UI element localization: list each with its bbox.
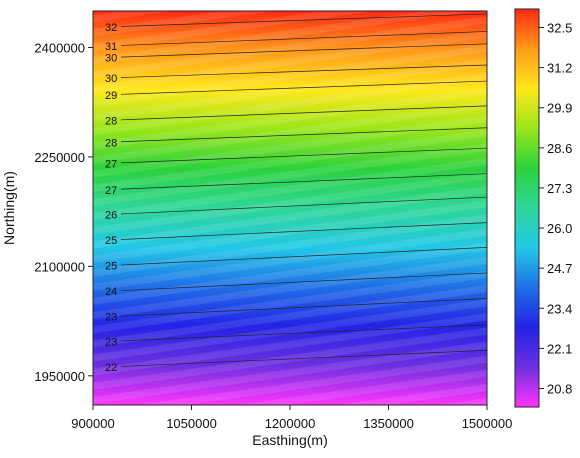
ripple-texture bbox=[93, 11, 487, 405]
x-tick-label: 1350000 bbox=[363, 416, 414, 431]
colorbar-tick-label: 22.1 bbox=[547, 341, 572, 356]
y-tick-label: 1950000 bbox=[34, 369, 85, 384]
contour-line bbox=[120, 247, 488, 266]
colorbar-tick-label: 23.4 bbox=[547, 301, 572, 316]
x-tick-label: 1200000 bbox=[265, 416, 316, 431]
contour-label: 29 bbox=[105, 90, 117, 102]
contour-line bbox=[120, 324, 488, 342]
contour-line bbox=[120, 80, 488, 95]
colorbar-tick-label: 24.7 bbox=[547, 261, 572, 276]
contour-line bbox=[120, 43, 488, 58]
contour-line bbox=[120, 349, 488, 367]
y-axis-title: Northing(m) bbox=[1, 171, 17, 245]
colorbar-tick-label: 31.2 bbox=[547, 61, 572, 76]
contour-line bbox=[120, 64, 488, 78]
y-tick-label: 2100000 bbox=[34, 259, 85, 274]
contour-label: 30 bbox=[105, 53, 117, 65]
colorbar-tick-label: 28.6 bbox=[547, 141, 572, 156]
contour-line bbox=[120, 31, 488, 46]
contour-line bbox=[120, 105, 488, 121]
contour-line bbox=[120, 173, 488, 190]
contour-line bbox=[120, 298, 488, 317]
x-axis: 900000 1050000 1200000 1350000 1500000 bbox=[71, 405, 512, 431]
contour-label: 28 bbox=[105, 115, 117, 127]
colorbar: 32.5 31.2 29.9 28.6 27.3 26.0 24.7 23.4 22.1 20.8 bbox=[514, 8, 572, 408]
colorbar-tick-label: 32.5 bbox=[547, 21, 572, 36]
contour-label: 25 bbox=[105, 261, 117, 273]
colorbar-tick-label: 26.0 bbox=[547, 221, 572, 236]
y-tick-label: 2250000 bbox=[34, 150, 85, 165]
contour-label: 25 bbox=[105, 235, 117, 247]
contour-label: 30 bbox=[105, 73, 117, 85]
colorbar-tick-label: 20.8 bbox=[547, 381, 572, 396]
colorbar-tick-label: 29.9 bbox=[547, 101, 572, 116]
contour-label: 23 bbox=[105, 337, 117, 349]
contour-label: 26 bbox=[105, 210, 117, 222]
x-tick-label: 900000 bbox=[71, 416, 114, 431]
x-tick-label: 1500000 bbox=[462, 416, 513, 431]
contour-line bbox=[120, 272, 488, 291]
x-axis-title: Easthing(m) bbox=[252, 432, 327, 448]
contour-line bbox=[120, 13, 488, 27]
colorbar-scale bbox=[514, 8, 540, 408]
contour-label: 23 bbox=[105, 312, 117, 324]
contour-line bbox=[120, 147, 488, 164]
colorbar-ticks: 32.5 31.2 29.9 28.6 27.3 26.0 24.7 23.4 22.1 20.8 bbox=[539, 21, 572, 396]
colorbar-tick-label: 27.3 bbox=[547, 181, 572, 196]
x-tick-label: 1050000 bbox=[166, 416, 217, 431]
contour-label: 22 bbox=[105, 362, 117, 374]
y-axis: 1950000 2100000 2250000 2400000 bbox=[34, 40, 93, 384]
contour-line bbox=[120, 127, 488, 143]
contour-label: 27 bbox=[105, 158, 117, 170]
contour-line bbox=[120, 222, 488, 240]
contour-label: 32 bbox=[105, 22, 117, 34]
contour-label: 24 bbox=[105, 286, 117, 298]
contour-label: 31 bbox=[105, 41, 117, 53]
contour-label: 27 bbox=[105, 185, 117, 197]
contour-line bbox=[120, 196, 488, 215]
y-tick-label: 2400000 bbox=[34, 40, 85, 55]
contour-label: 28 bbox=[105, 137, 117, 149]
